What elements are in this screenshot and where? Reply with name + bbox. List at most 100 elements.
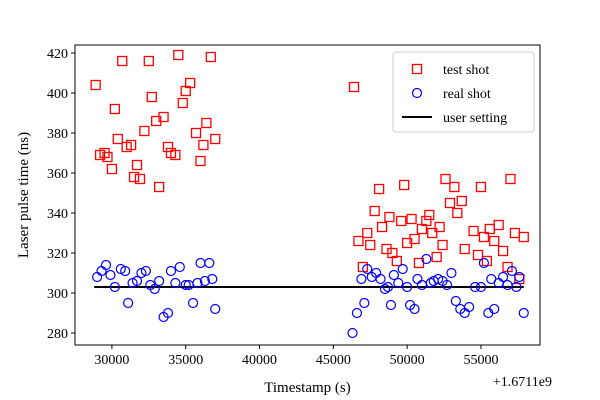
legend-label-test-shot: test shot <box>443 63 489 78</box>
real-shot-point <box>92 271 103 283</box>
test-shot-point <box>444 197 456 209</box>
real-shot-point <box>362 263 373 275</box>
legend-label-user-setting: user setting <box>443 111 507 126</box>
test-shot-point <box>190 127 202 139</box>
test-shot-point <box>489 235 500 247</box>
real-shot-point <box>441 279 453 291</box>
real-shot-point <box>412 273 423 285</box>
real-shot-point <box>149 283 160 295</box>
test-shot-point <box>459 243 470 255</box>
y-tick-label: 360 <box>47 167 68 182</box>
real-shot-point <box>165 265 177 277</box>
test-shot-point <box>117 55 128 67</box>
real-shot-point <box>511 281 522 293</box>
real-shot-point <box>356 273 367 285</box>
real-shot-point <box>162 307 174 319</box>
real-shot-point <box>170 277 181 289</box>
test-shot-point <box>195 155 206 167</box>
test-shot-point <box>210 133 221 145</box>
real-shot-point <box>100 259 112 271</box>
test-shot-point <box>134 173 146 185</box>
axes: 30000 35000 40000 45000 50000 55000 280 300 320 3… <box>47 47 498 368</box>
test-shot-point <box>431 251 442 263</box>
real-shot-point <box>514 271 525 283</box>
real-shot-point <box>446 267 457 279</box>
test-shot-point <box>437 239 448 251</box>
test-shot-point <box>170 149 181 161</box>
real-shot-point <box>464 301 475 313</box>
y-tick-label: 280 <box>47 327 68 342</box>
real-shot-point <box>154 275 165 287</box>
x-tick-label: 50000 <box>390 353 425 368</box>
real-shot-point <box>140 265 151 277</box>
real-shot-point <box>105 269 116 281</box>
real-shot-point <box>131 275 143 287</box>
y-axis-label: Laser pulse time (ns) <box>16 132 32 258</box>
test-shot-point <box>173 49 184 61</box>
test-shot-point <box>90 79 101 91</box>
test-shot-point <box>449 181 460 193</box>
real-shot-point <box>207 273 218 285</box>
test-shot-point <box>131 159 143 171</box>
test-shot-point <box>434 221 445 233</box>
chart-marks <box>90 49 529 339</box>
test-shot-point <box>146 91 157 103</box>
real-shot-point <box>351 307 363 319</box>
test-shot-point <box>106 163 118 175</box>
real-shot-point <box>120 265 131 277</box>
test-shot-point <box>424 209 435 221</box>
real-shot-point <box>379 283 391 295</box>
real-shot-point <box>180 279 191 291</box>
real-shot-point <box>96 265 107 277</box>
test-shot-point <box>399 179 410 191</box>
y-tick-label: 380 <box>47 127 68 142</box>
real-shot-point <box>204 257 215 269</box>
test-shot-point <box>112 133 123 145</box>
real-shot-point <box>195 257 206 269</box>
test-shot-point <box>139 125 150 137</box>
test-shot-point <box>391 255 402 267</box>
real-shot-point <box>497 271 509 283</box>
real-shot-point <box>502 279 513 291</box>
y-tick-label: 320 <box>47 247 68 262</box>
y-tick-label: 340 <box>47 207 68 222</box>
real-shot-point <box>478 257 490 269</box>
test-shot-point <box>184 77 196 89</box>
test-shot-point <box>369 205 380 217</box>
test-shot-point <box>177 97 188 109</box>
real-shot-point <box>469 281 481 293</box>
real-shot-point <box>174 261 185 273</box>
x-axis-label: Timestamp (s) <box>264 380 351 396</box>
x-tick-label: 35000 <box>168 353 203 368</box>
real-shot-point <box>393 277 404 289</box>
legend-label-real-shot: real shot <box>443 87 491 102</box>
test-shot-point <box>153 181 165 193</box>
test-shot-point <box>478 231 490 243</box>
x-tick-label: 55000 <box>463 353 498 368</box>
x-axis-offset-label: +1.6711e9 <box>493 375 552 390</box>
real-shot-point <box>210 303 221 315</box>
test-shot-point <box>505 173 516 185</box>
real-shot-point <box>506 265 518 277</box>
x-tick-label: 45000 <box>316 353 351 368</box>
real-shot-point <box>359 297 370 309</box>
plot-frame <box>74 44 541 346</box>
test-shot-point <box>376 221 388 233</box>
test-shot-point <box>143 55 154 67</box>
real-shot-point <box>489 303 500 315</box>
real-shot-point <box>388 269 399 281</box>
test-shot-point <box>409 233 420 245</box>
test-shot-point <box>353 235 364 247</box>
y-tick-label: 400 <box>47 87 68 102</box>
test-shot-point <box>205 51 216 63</box>
test-shot-point <box>468 225 479 237</box>
test-shot-point <box>128 171 140 183</box>
real-shot-point <box>109 281 120 293</box>
real-shot-point <box>450 295 461 307</box>
y-tick-label: 300 <box>47 287 68 302</box>
test-shot-point <box>396 215 407 227</box>
legend-test-shot-marker <box>411 63 423 75</box>
test-shot-point <box>109 103 121 115</box>
